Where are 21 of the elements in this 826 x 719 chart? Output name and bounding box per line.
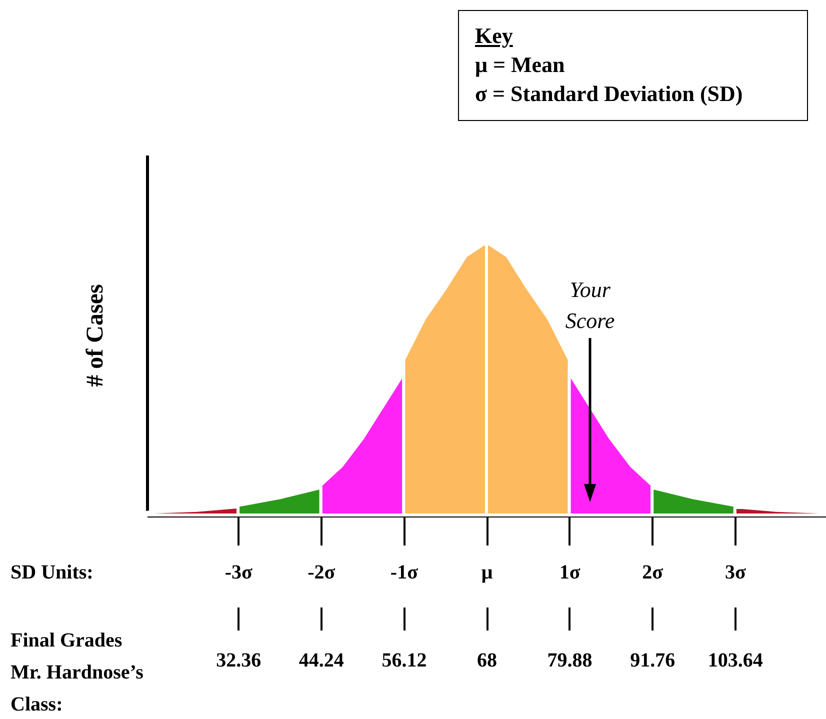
- text: σ = Standard Deviation (SD): [475, 80, 744, 108]
- x-axis-title: SD Units:: [10, 562, 94, 584]
- x2-tick-label: 44.24: [298, 650, 344, 672]
- x2-tick-label: 32.36: [216, 650, 262, 672]
- text: Key: [475, 22, 514, 50]
- x2-axis-title: Final Grades Mr. Hardnose’s Class:: [10, 630, 144, 716]
- x-tick-label: 2σ: [642, 562, 664, 584]
- y-axis-title: # of Cases: [82, 284, 108, 387]
- x-tick-label: -3σ: [224, 562, 252, 584]
- x2-tick-label: 79.88: [547, 650, 592, 672]
- x-tick-label: -1σ: [390, 562, 418, 584]
- x-tick-label: 3σ: [724, 562, 746, 584]
- x-tick-label: -2σ: [308, 562, 336, 584]
- annotation: Your Score: [565, 277, 615, 333]
- x2-tick-label: 103.64: [708, 650, 763, 672]
- x2-tick-label: 68: [477, 650, 497, 672]
- text: μ = Mean: [475, 51, 566, 79]
- x2-tick-label: 91.76: [630, 650, 676, 672]
- x2-tick-label: 56.12: [382, 650, 427, 672]
- x-tick-label: 1σ: [559, 562, 580, 584]
- x-tick-label: μ: [481, 562, 494, 584]
